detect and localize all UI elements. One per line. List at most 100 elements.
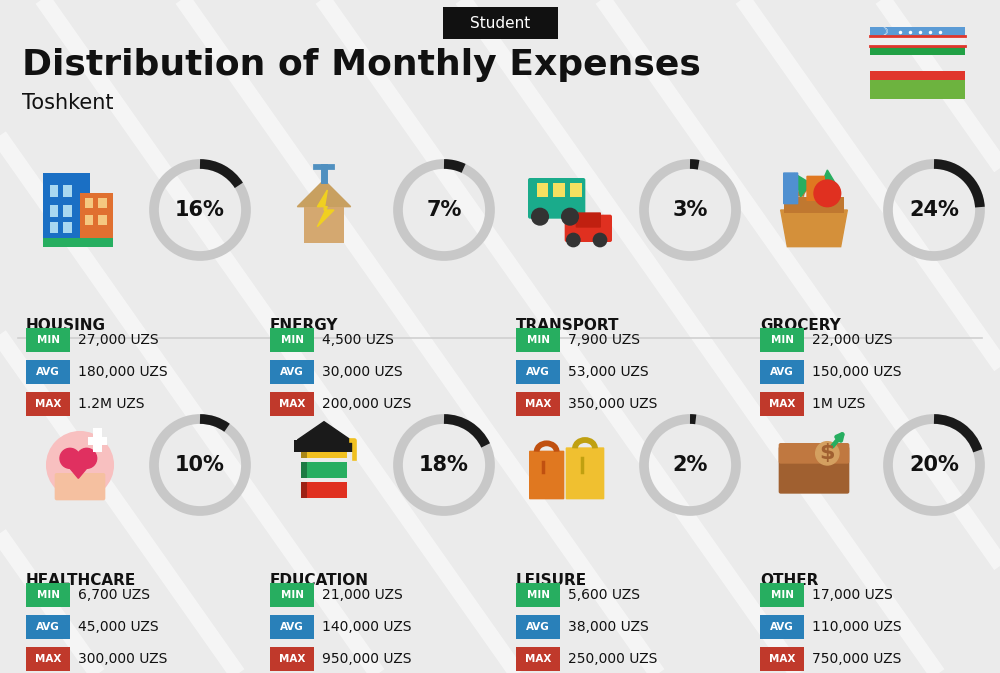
Text: LEISURE: LEISURE xyxy=(516,573,587,588)
Text: 30,000 UZS: 30,000 UZS xyxy=(322,365,403,379)
Polygon shape xyxy=(317,190,334,227)
FancyBboxPatch shape xyxy=(43,238,113,247)
FancyBboxPatch shape xyxy=(85,215,93,225)
Text: HEALTHCARE: HEALTHCARE xyxy=(26,573,136,588)
FancyBboxPatch shape xyxy=(85,199,93,209)
Circle shape xyxy=(532,209,548,225)
FancyBboxPatch shape xyxy=(26,392,70,415)
FancyBboxPatch shape xyxy=(80,193,113,247)
Text: MAX: MAX xyxy=(525,399,551,409)
Text: 300,000 UZS: 300,000 UZS xyxy=(78,652,167,666)
Text: HOUSING: HOUSING xyxy=(26,318,106,333)
FancyBboxPatch shape xyxy=(442,7,558,39)
FancyBboxPatch shape xyxy=(553,183,565,197)
Text: 140,000 UZS: 140,000 UZS xyxy=(322,620,412,634)
Text: 22,000 UZS: 22,000 UZS xyxy=(812,333,893,347)
Text: 750,000 UZS: 750,000 UZS xyxy=(812,652,901,666)
Text: 18%: 18% xyxy=(419,455,469,475)
Polygon shape xyxy=(817,170,837,193)
Text: 1.2M UZS: 1.2M UZS xyxy=(78,397,144,411)
Text: 5,600 UZS: 5,600 UZS xyxy=(568,588,640,602)
Text: 17,000 UZS: 17,000 UZS xyxy=(812,588,893,602)
FancyBboxPatch shape xyxy=(26,616,70,639)
Text: 53,000 UZS: 53,000 UZS xyxy=(568,365,649,379)
Text: 24%: 24% xyxy=(909,200,959,220)
Text: 27,000 UZS: 27,000 UZS xyxy=(78,333,159,347)
Text: ENERGY: ENERGY xyxy=(270,318,338,333)
Text: AVG: AVG xyxy=(770,367,794,377)
FancyBboxPatch shape xyxy=(870,71,965,80)
FancyBboxPatch shape xyxy=(779,443,849,464)
Text: 200,000 UZS: 200,000 UZS xyxy=(322,397,411,411)
FancyBboxPatch shape xyxy=(93,428,102,452)
FancyBboxPatch shape xyxy=(870,46,965,55)
Text: 20%: 20% xyxy=(909,455,959,475)
FancyBboxPatch shape xyxy=(301,441,347,458)
FancyBboxPatch shape xyxy=(270,616,314,639)
FancyBboxPatch shape xyxy=(760,361,804,384)
FancyBboxPatch shape xyxy=(50,205,58,217)
FancyBboxPatch shape xyxy=(806,176,825,201)
Text: $: $ xyxy=(820,444,835,463)
Text: 110,000 UZS: 110,000 UZS xyxy=(812,620,902,634)
Text: 1M UZS: 1M UZS xyxy=(812,397,865,411)
FancyBboxPatch shape xyxy=(270,392,314,415)
Text: MAX: MAX xyxy=(769,654,795,664)
FancyBboxPatch shape xyxy=(63,185,72,197)
Circle shape xyxy=(593,234,607,247)
FancyBboxPatch shape xyxy=(63,205,72,217)
FancyBboxPatch shape xyxy=(870,27,965,36)
Text: 350,000 UZS: 350,000 UZS xyxy=(568,397,657,411)
Text: 150,000 UZS: 150,000 UZS xyxy=(812,365,902,379)
Text: MIN: MIN xyxy=(770,590,794,600)
Text: 6,700 UZS: 6,700 UZS xyxy=(78,588,150,602)
Text: Student: Student xyxy=(470,15,530,30)
Text: ☽: ☽ xyxy=(880,27,888,36)
FancyBboxPatch shape xyxy=(516,328,560,351)
Text: AVG: AVG xyxy=(280,622,304,632)
Text: 950,000 UZS: 950,000 UZS xyxy=(322,652,412,666)
FancyBboxPatch shape xyxy=(516,361,560,384)
Polygon shape xyxy=(62,458,95,479)
FancyBboxPatch shape xyxy=(26,328,70,351)
Text: MIN: MIN xyxy=(36,590,60,600)
FancyBboxPatch shape xyxy=(784,197,844,213)
Text: 21,000 UZS: 21,000 UZS xyxy=(322,588,403,602)
FancyBboxPatch shape xyxy=(760,616,804,639)
FancyBboxPatch shape xyxy=(88,437,107,445)
Text: MIN: MIN xyxy=(280,590,304,600)
Text: MAX: MAX xyxy=(525,654,551,664)
Text: AVG: AVG xyxy=(280,367,304,377)
Polygon shape xyxy=(297,422,351,440)
Polygon shape xyxy=(794,174,811,197)
Text: 4,500 UZS: 4,500 UZS xyxy=(322,333,394,347)
FancyBboxPatch shape xyxy=(760,647,804,670)
FancyBboxPatch shape xyxy=(98,199,107,209)
Text: 7,900 UZS: 7,900 UZS xyxy=(568,333,640,347)
Text: AVG: AVG xyxy=(770,622,794,632)
FancyBboxPatch shape xyxy=(565,215,612,242)
FancyBboxPatch shape xyxy=(301,462,307,479)
Circle shape xyxy=(47,431,113,498)
FancyBboxPatch shape xyxy=(301,482,347,498)
Text: GROCERY: GROCERY xyxy=(760,318,841,333)
FancyBboxPatch shape xyxy=(301,482,307,498)
FancyBboxPatch shape xyxy=(270,328,314,351)
Text: AVG: AVG xyxy=(526,367,550,377)
Text: 45,000 UZS: 45,000 UZS xyxy=(78,620,159,634)
Text: 7%: 7% xyxy=(426,200,462,220)
FancyBboxPatch shape xyxy=(26,647,70,670)
FancyBboxPatch shape xyxy=(576,213,601,227)
FancyBboxPatch shape xyxy=(301,462,347,479)
Text: 250,000 UZS: 250,000 UZS xyxy=(568,652,657,666)
Text: 16%: 16% xyxy=(175,200,225,220)
Text: AVG: AVG xyxy=(36,367,60,377)
FancyBboxPatch shape xyxy=(301,441,307,458)
FancyBboxPatch shape xyxy=(304,207,344,244)
FancyBboxPatch shape xyxy=(294,440,354,452)
Text: MAX: MAX xyxy=(35,654,61,664)
FancyBboxPatch shape xyxy=(63,221,72,234)
FancyBboxPatch shape xyxy=(270,647,314,670)
FancyBboxPatch shape xyxy=(528,178,585,219)
Text: MAX: MAX xyxy=(769,399,795,409)
